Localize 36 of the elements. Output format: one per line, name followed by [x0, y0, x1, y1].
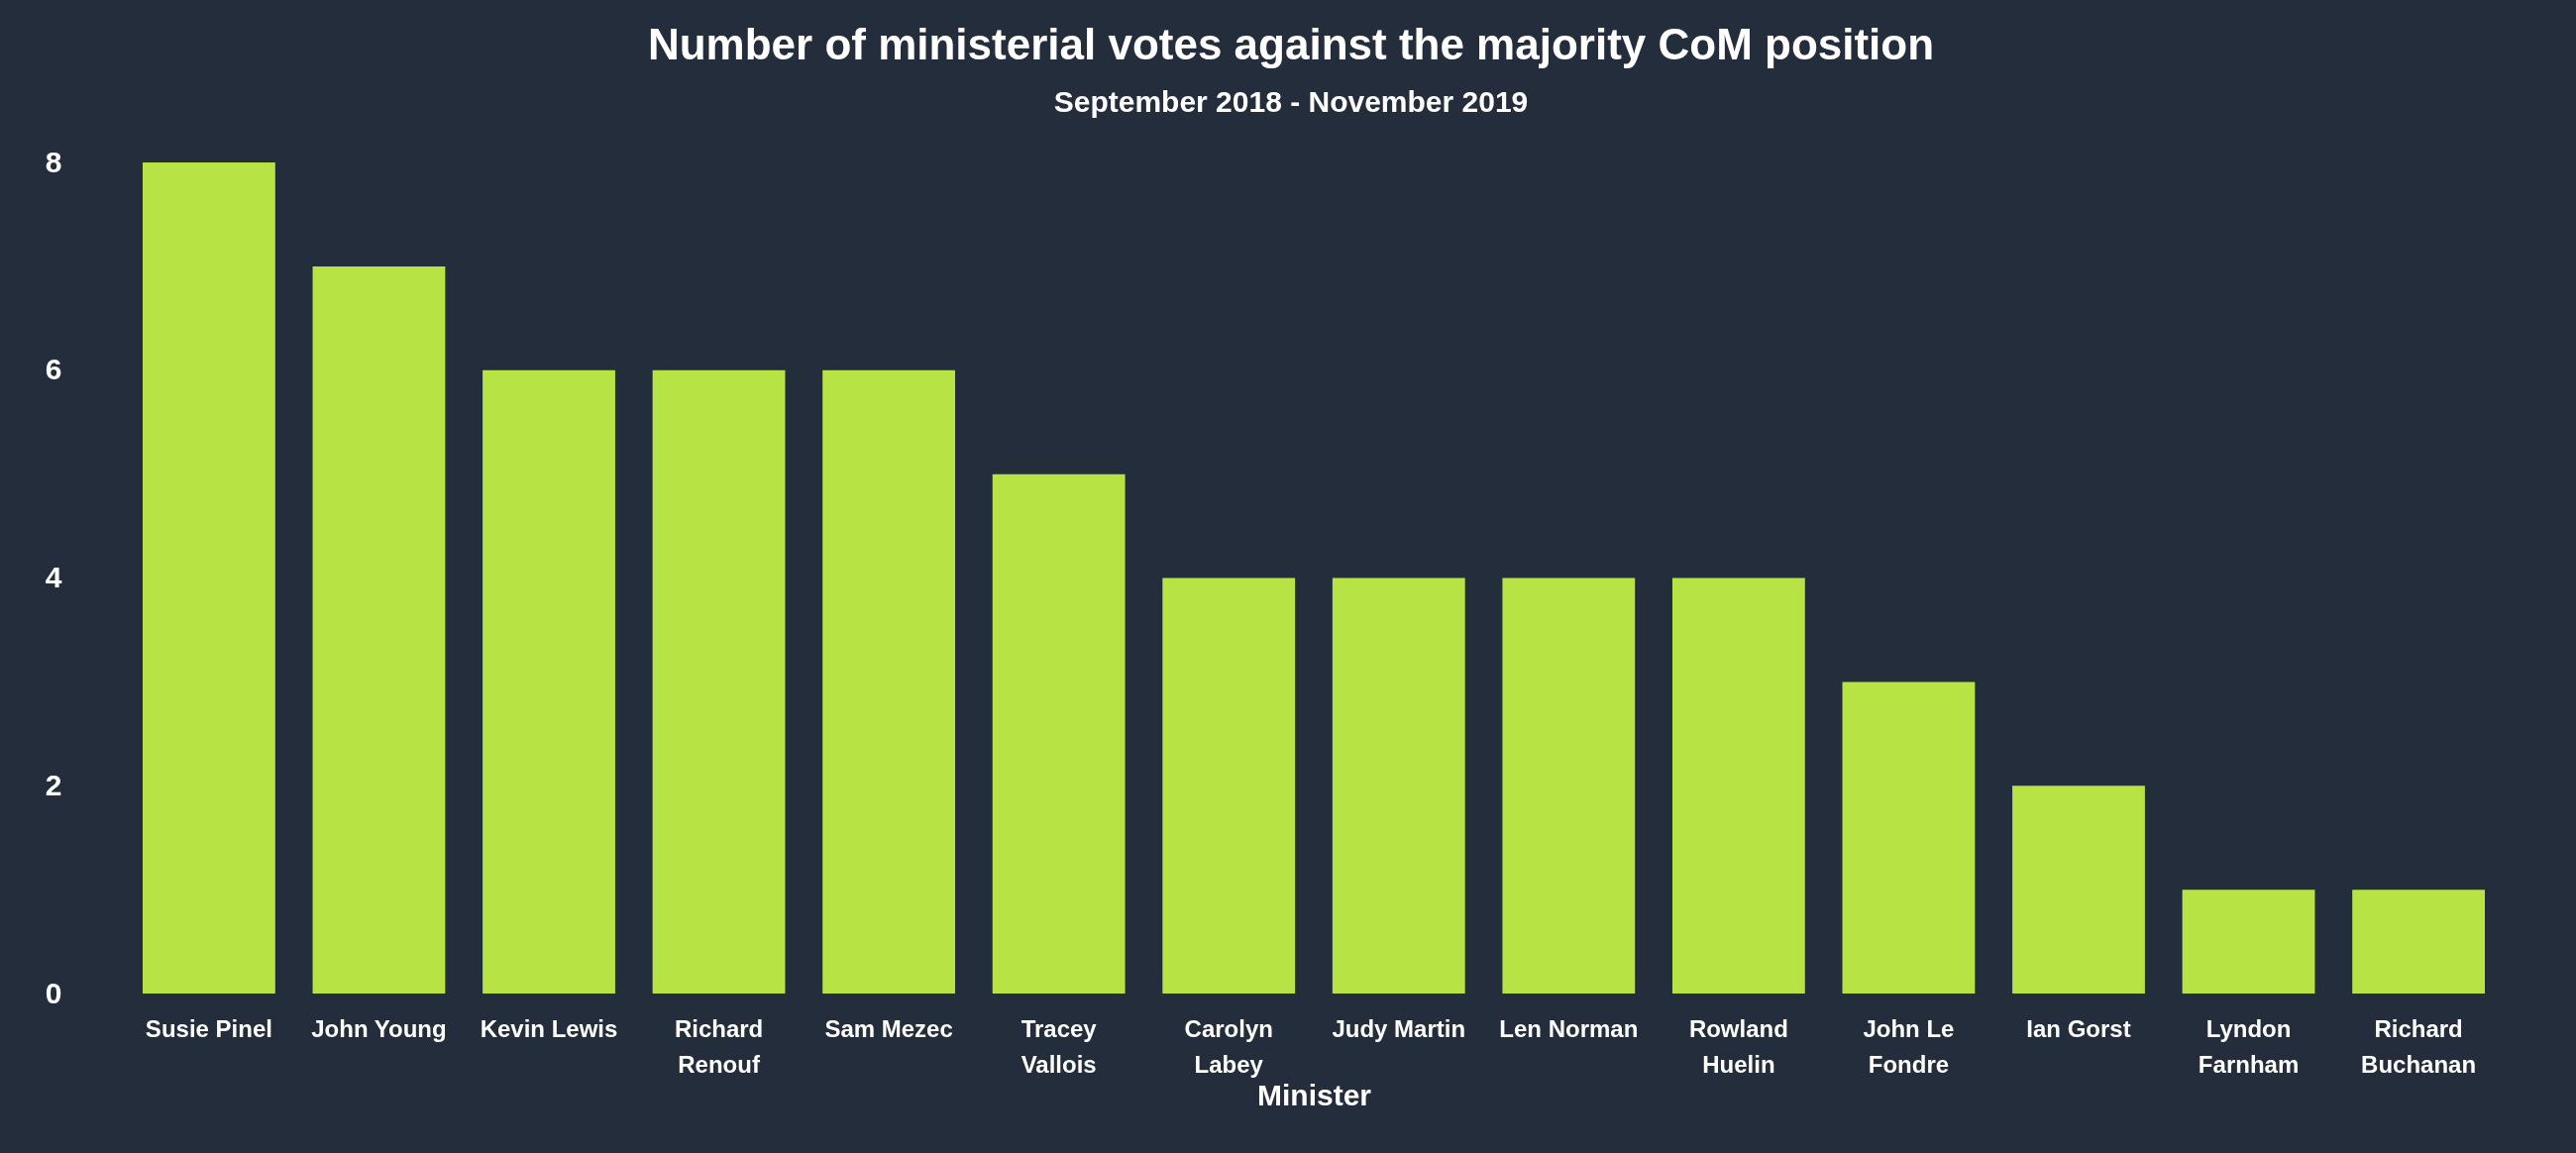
- bar: [1671, 577, 1805, 994]
- x-tick-label: John Le Fondre: [1863, 1014, 1955, 1078]
- bar: [483, 369, 615, 994]
- chart-subtitle: September 2018 - November 2019: [1053, 85, 1529, 118]
- bar: [992, 473, 1126, 994]
- y-tick-label: 4: [45, 561, 62, 593]
- x-tick-label: Richard Renouf: [674, 1014, 764, 1078]
- x-tick-label: Tracey Vallois: [1020, 1014, 1098, 1078]
- x-tick-label: Sam Mezec: [824, 1014, 953, 1042]
- bar: [143, 162, 275, 994]
- y-tick-label: 2: [45, 768, 62, 801]
- y-tick-label: 8: [45, 145, 62, 178]
- bar: [1162, 577, 1296, 994]
- x-tick-label: Kevin Lewis: [480, 1014, 618, 1042]
- x-tick-label: Lyndon Farnham: [2198, 1014, 2300, 1078]
- bar: [822, 369, 956, 994]
- y-tick-label: 0: [45, 976, 62, 1009]
- x-tick-label: Susie Pinel: [145, 1014, 272, 1042]
- x-tick-label: Len Norman: [1499, 1014, 1639, 1042]
- bar: [2182, 890, 2315, 994]
- x-tick-label: Judy Martin: [1332, 1014, 1466, 1042]
- bar: [652, 369, 786, 994]
- x-tick-label: Carolyn Labey: [1184, 1014, 1273, 1078]
- x-tick-label: Rowland Huelin: [1688, 1014, 1788, 1078]
- bar: [1842, 681, 1976, 994]
- bar: [2012, 786, 2145, 994]
- bar: [1502, 577, 1636, 994]
- bar: [1332, 577, 1465, 994]
- x-tick-label: John Young: [311, 1014, 447, 1042]
- x-axis-title: Minister: [1256, 1078, 1372, 1111]
- bar: [2352, 890, 2485, 994]
- x-tick-label: Richard Buchanan: [2361, 1014, 2477, 1078]
- x-tick-label: Ian Gorst: [2026, 1014, 2131, 1042]
- bar: [312, 265, 446, 994]
- chart-title: Number of ministerial votes against the majority CoM position: [647, 20, 1935, 68]
- y-tick-label: 6: [45, 353, 62, 386]
